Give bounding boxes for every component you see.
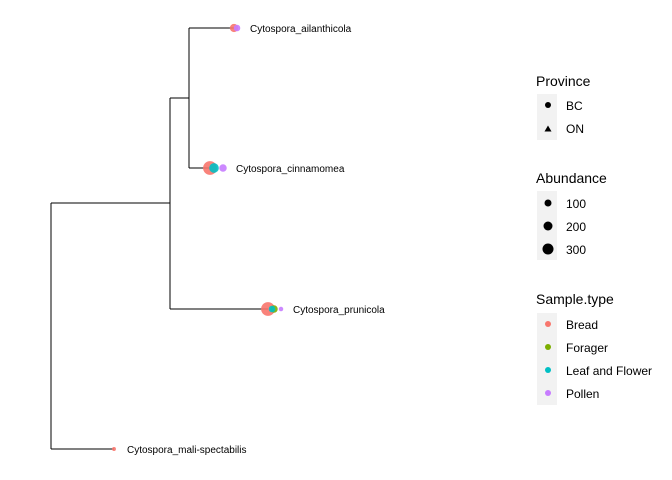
tip-point-cytospora-prunicola-bread <box>261 302 275 316</box>
legend-sample-type-pollen-swatch <box>545 390 551 396</box>
legend-sample-type-title: Sample.type <box>536 291 614 307</box>
tip-point-cytospora-prunicola-leaf-and-flower <box>268 305 276 313</box>
legend-province: Province BC ON <box>536 73 591 140</box>
tip-label-prunicola: Cytospora_prunicola <box>293 305 385 316</box>
legend-sample-type-leaf-and-flower-label: Leaf and Flower <box>566 364 652 378</box>
tip-point-cytospora-ailanthicola-pollen <box>233 24 241 32</box>
legend-sample-type-bread-swatch <box>545 321 551 327</box>
legend-province-bc-swatch <box>545 102 551 108</box>
legend-sample-type-leaf-and-flower-swatch <box>545 367 551 373</box>
legend-province-title: Province <box>536 73 591 89</box>
legend-province-bc-label: BC <box>566 99 583 113</box>
legend-abundance-200-label: 200 <box>566 220 586 234</box>
legend-abundance-title: Abundance <box>536 170 607 186</box>
legend-sample-type-forager-swatch <box>545 344 551 350</box>
tip-label-cinnamomea: Cytospora_cinnamomea <box>236 164 345 175</box>
legend-province-on-swatch <box>544 125 552 132</box>
legend-sample-type-forager-label: Forager <box>566 341 608 355</box>
legend-abundance-100-swatch <box>544 199 552 207</box>
tip-point-cytospora-cinnamomea-leaf-and-flower <box>209 163 219 173</box>
legend-abundance: Abundance 100 200 300 <box>536 170 607 260</box>
tip-label-mali-spectabilis: Cytospora_mali-spectabilis <box>127 445 247 456</box>
legend-sample-type: Sample.type Bread Forager Leaf and Flowe… <box>536 291 652 405</box>
tip-point-cytospora-prunicola-pollen <box>278 306 284 312</box>
tip-point-cytospora-mali-spectabilis-bread <box>112 447 116 451</box>
legend-sample-type-key-bg <box>537 313 557 405</box>
tip-point-cytospora-cinnamomea-pollen <box>219 164 227 172</box>
legend-province-key-bg <box>537 94 557 140</box>
legend-sample-type-swatches <box>545 321 551 396</box>
legend-abundance-300-swatch <box>542 243 554 255</box>
tree-branches <box>50 27 268 450</box>
tip-points <box>112 23 284 451</box>
legend-abundance-100-label: 100 <box>566 197 586 211</box>
tip-label-ailanthicola: Cytospora_ailanthicola <box>250 24 352 35</box>
legend-sample-type-pollen-label: Pollen <box>566 387 599 401</box>
legend-province-on-label: ON <box>566 122 584 136</box>
legend-abundance-300-label: 300 <box>566 243 586 257</box>
legend-sample-type-bread-label: Bread <box>566 318 598 332</box>
legend-abundance-200-swatch <box>543 221 553 231</box>
